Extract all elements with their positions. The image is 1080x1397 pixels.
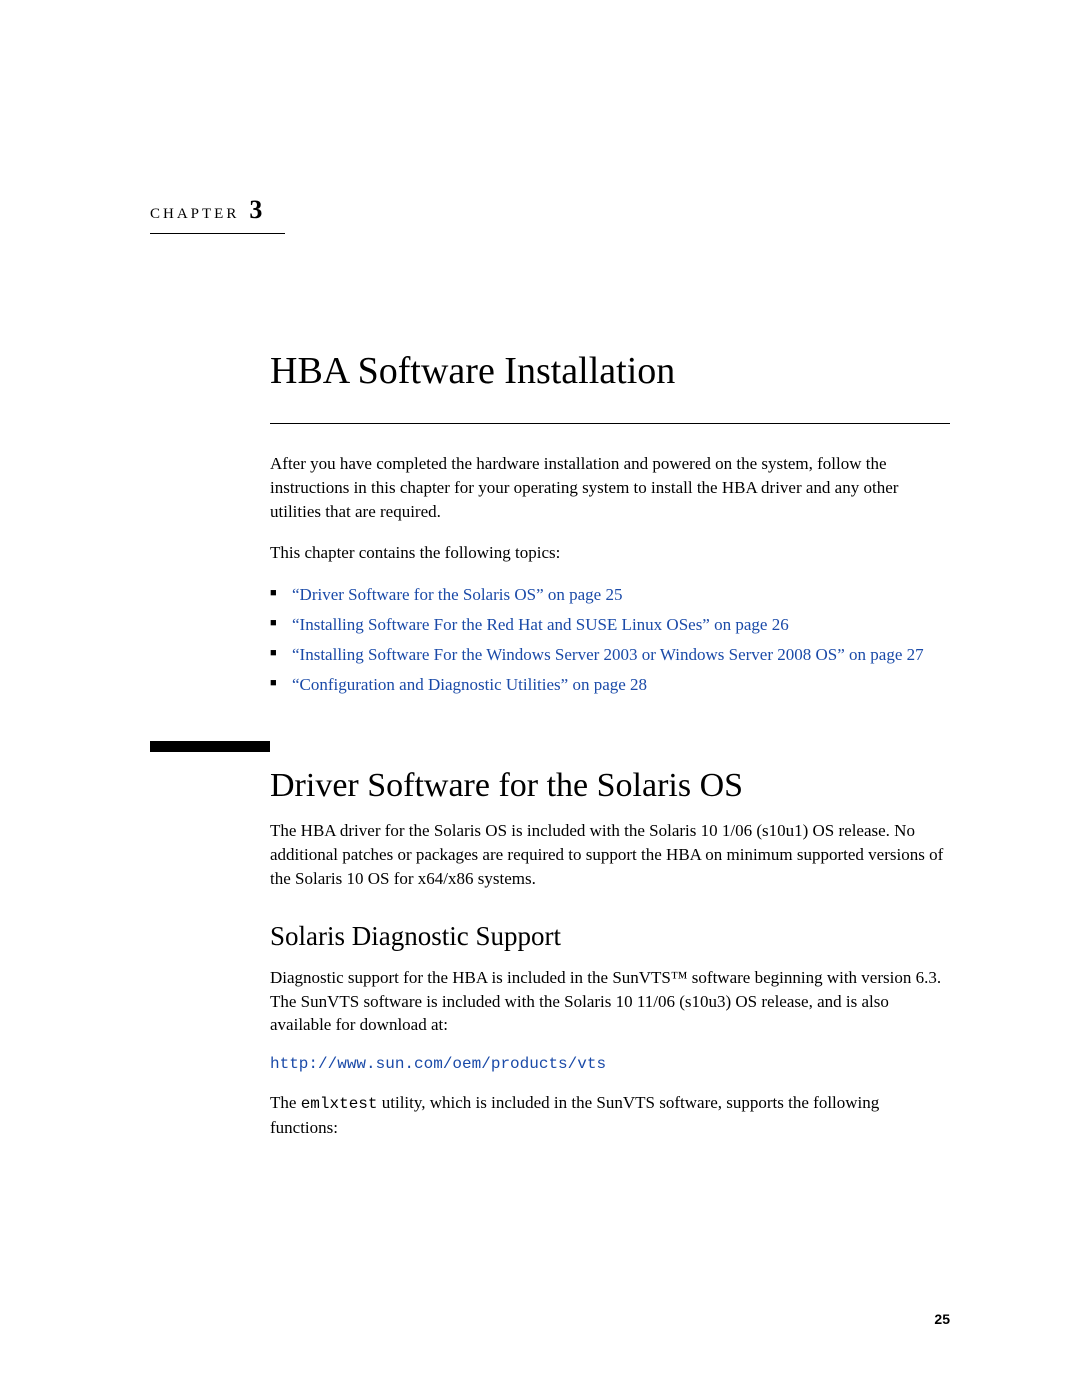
section1-paragraph: The HBA driver for the Solaris OS is inc… (270, 819, 950, 890)
document-page: CHAPTER 3 HBA Software Installation Afte… (0, 0, 1080, 1139)
topic-link[interactable]: “Configuration and Diagnostic Utilities”… (292, 675, 647, 694)
list-item: “Driver Software for the Solaris OS” on … (270, 583, 950, 607)
intro-paragraph: After you have completed the hardware in… (270, 452, 950, 523)
text-run: The (270, 1093, 301, 1112)
section2-paragraph-2: The emlxtest utility, which is included … (270, 1091, 950, 1139)
chapter-rule (150, 233, 285, 234)
list-item: “Installing Software For the Windows Ser… (270, 643, 950, 667)
topic-link[interactable]: “Installing Software For the Red Hat and… (292, 615, 789, 634)
chapter-label: CHAPTER 3 (150, 195, 950, 225)
page-title: HBA Software Installation (270, 349, 950, 393)
subsection-heading: Solaris Diagnostic Support (270, 921, 950, 952)
title-rule (270, 423, 950, 424)
code-inline: emlxtest (301, 1095, 378, 1113)
topics-lead: This chapter contains the following topi… (270, 541, 950, 565)
section-marker (150, 741, 270, 752)
chapter-word: CHAPTER (150, 206, 239, 223)
download-url-link[interactable]: http://www.sun.com/oem/products/vts (270, 1055, 950, 1073)
list-item: “Installing Software For the Red Hat and… (270, 613, 950, 637)
chapter-number: 3 (249, 195, 262, 225)
page-number: 25 (934, 1311, 950, 1327)
section2-paragraph-1: Diagnostic support for the HBA is includ… (270, 966, 950, 1037)
list-item: “Configuration and Diagnostic Utilities”… (270, 673, 950, 697)
topic-link[interactable]: “Driver Software for the Solaris OS” on … (292, 585, 622, 604)
section-heading: Driver Software for the Solaris OS (270, 767, 950, 805)
topic-link[interactable]: “Installing Software For the Windows Ser… (292, 645, 924, 664)
topics-list: “Driver Software for the Solaris OS” on … (270, 583, 950, 696)
